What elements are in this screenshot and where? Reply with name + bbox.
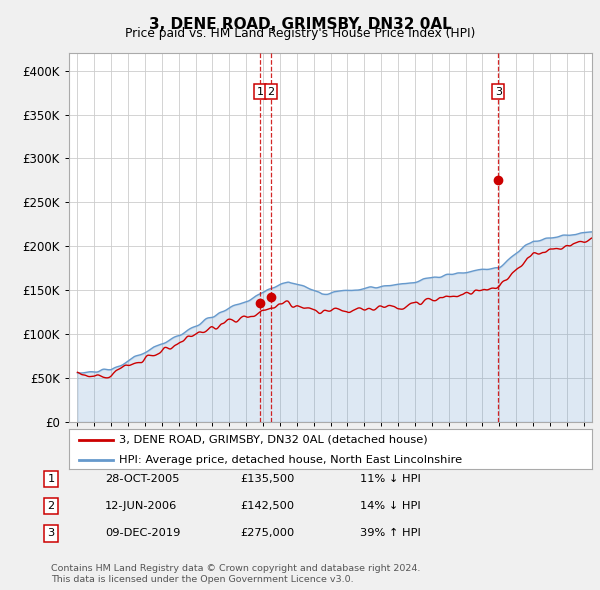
Text: 2: 2 — [267, 87, 274, 97]
Text: 3, DENE ROAD, GRIMSBY, DN32 0AL: 3, DENE ROAD, GRIMSBY, DN32 0AL — [149, 17, 451, 31]
Text: 09-DEC-2019: 09-DEC-2019 — [105, 529, 181, 538]
Text: 28-OCT-2005: 28-OCT-2005 — [105, 474, 179, 484]
Text: £142,500: £142,500 — [240, 502, 294, 511]
Text: Price paid vs. HM Land Registry's House Price Index (HPI): Price paid vs. HM Land Registry's House … — [125, 27, 475, 40]
Text: HPI: Average price, detached house, North East Lincolnshire: HPI: Average price, detached house, Nort… — [119, 455, 462, 466]
Text: 3: 3 — [47, 529, 55, 538]
Text: Contains HM Land Registry data © Crown copyright and database right 2024.: Contains HM Land Registry data © Crown c… — [51, 565, 421, 573]
Text: £275,000: £275,000 — [240, 529, 294, 538]
Text: 1: 1 — [47, 474, 55, 484]
Text: 11% ↓ HPI: 11% ↓ HPI — [360, 474, 421, 484]
Text: 14% ↓ HPI: 14% ↓ HPI — [360, 502, 421, 511]
Text: 39% ↑ HPI: 39% ↑ HPI — [360, 529, 421, 538]
Text: 2: 2 — [47, 502, 55, 511]
Text: 3: 3 — [495, 87, 502, 97]
Text: £135,500: £135,500 — [240, 474, 295, 484]
Text: 1: 1 — [257, 87, 264, 97]
Text: This data is licensed under the Open Government Licence v3.0.: This data is licensed under the Open Gov… — [51, 575, 353, 584]
Text: 12-JUN-2006: 12-JUN-2006 — [105, 502, 177, 511]
Text: 3, DENE ROAD, GRIMSBY, DN32 0AL (detached house): 3, DENE ROAD, GRIMSBY, DN32 0AL (detache… — [119, 435, 427, 445]
